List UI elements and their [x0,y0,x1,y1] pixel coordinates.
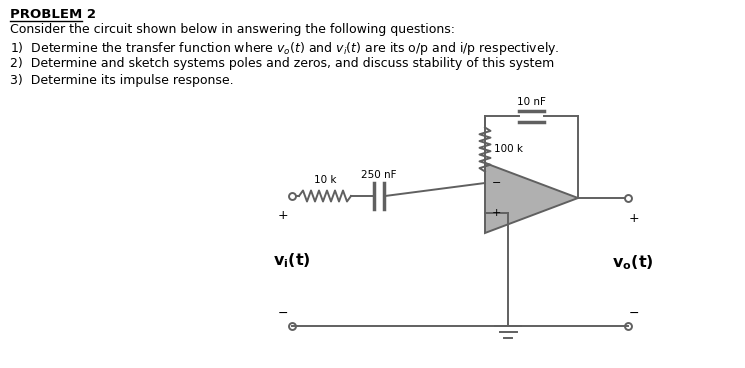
Text: +: + [278,209,288,222]
Text: $\mathbf{v_i(t)}$: $\mathbf{v_i(t)}$ [273,251,311,270]
Text: +: + [492,208,501,218]
Text: 2)  Determine and sketch systems poles and zeros, and discuss stability of this : 2) Determine and sketch systems poles an… [10,57,554,70]
Text: +: + [629,212,639,225]
Text: 3)  Determine its impulse response.: 3) Determine its impulse response. [10,74,234,87]
Text: 100 k: 100 k [494,145,523,155]
Text: 10 nF: 10 nF [517,97,546,107]
Text: $\mathbf{v_o(t)}$: $\mathbf{v_o(t)}$ [612,253,654,272]
Text: 10 k: 10 k [314,175,336,185]
Text: −: − [629,307,639,320]
Text: Consider the circuit shown below in answering the following questions:: Consider the circuit shown below in answ… [10,23,455,36]
Text: 1)  Determine the transfer function where $v_o(t)$ and $v_i(t)$ are its o/p and : 1) Determine the transfer function where… [10,40,559,57]
Text: −: − [492,178,501,188]
Text: PROBLEM 2: PROBLEM 2 [10,8,96,21]
Polygon shape [485,163,578,233]
Text: 250 nF: 250 nF [361,170,397,180]
Text: −: − [278,307,288,320]
